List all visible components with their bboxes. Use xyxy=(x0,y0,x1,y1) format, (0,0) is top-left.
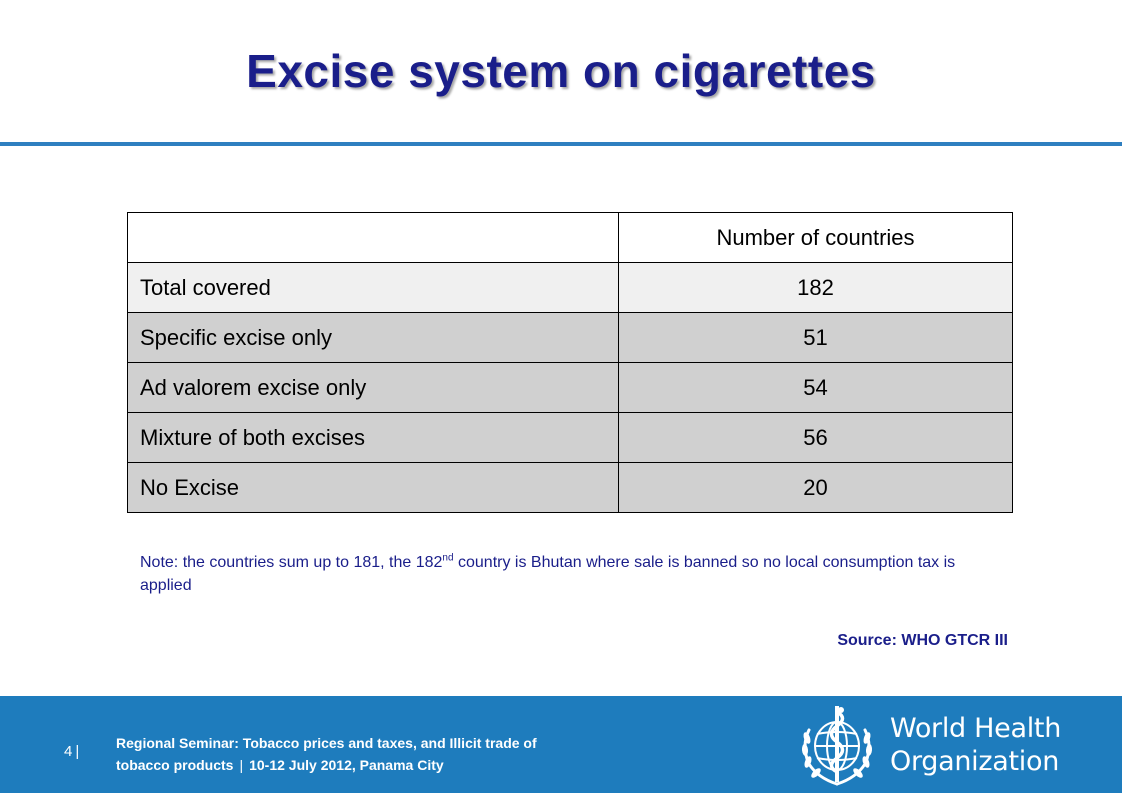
row-label: Ad valorem excise only xyxy=(127,362,619,413)
table-header-blank xyxy=(127,212,619,263)
row-value: 56 xyxy=(618,412,1013,463)
footnote-suffix: country is Bhutan where sale is banned s… xyxy=(140,554,956,594)
table-row: Ad valorem excise only 54 xyxy=(127,362,1013,413)
table-row: Specific excise only 51 xyxy=(127,312,1013,363)
page-number: 4 | xyxy=(64,743,79,760)
table-row: Total covered 182 xyxy=(127,262,1013,313)
excise-table: Number of countries Total covered 182 Sp… xyxy=(127,212,1013,513)
source-citation: Source: WHO GTCR III xyxy=(837,632,1008,649)
row-label: Specific excise only xyxy=(127,312,619,363)
table-row: Mixture of both excises 56 xyxy=(127,412,1013,463)
row-value: 182 xyxy=(618,262,1013,313)
footer-line-1: Regional Seminar: Tobacco prices and tax… xyxy=(116,735,537,751)
who-wordmark-line-2: Organization xyxy=(890,746,1060,777)
row-label: No Excise xyxy=(127,462,619,513)
page-number-value: 4 xyxy=(64,743,73,760)
row-label: Total covered xyxy=(127,262,619,313)
table-header-row: Number of countries xyxy=(127,212,1013,263)
row-label: Mixture of both excises xyxy=(127,412,619,463)
footer-separator: | xyxy=(239,757,244,773)
table-header-count: Number of countries xyxy=(618,212,1013,263)
footer-line-2: tobacco products | 10-12 July 2012, Panama… xyxy=(116,754,537,776)
footnote-superscript: nd xyxy=(442,552,454,564)
who-wordmark-line-1: World Health xyxy=(890,713,1062,744)
footer-line-2-date: 10-12 July 2012, Panama City xyxy=(249,757,444,773)
footnote: Note: the countries sum up to 181, the 1… xyxy=(140,551,960,597)
row-value: 20 xyxy=(618,462,1013,513)
footer-line-2-topic: tobacco products xyxy=(116,757,234,773)
title-divider xyxy=(0,142,1122,146)
table-row: No Excise 20 xyxy=(127,462,1013,513)
page-number-separator: | xyxy=(75,743,80,760)
row-value: 51 xyxy=(618,312,1013,363)
footer-event-text: Regional Seminar: Tobacco prices and tax… xyxy=(116,732,537,776)
who-wordmark: World Health Organization xyxy=(890,712,1061,778)
row-value: 54 xyxy=(618,362,1013,413)
footer-bar: 4 | Regional Seminar: Tobacco prices and … xyxy=(0,696,1122,793)
slide-title: Excise system on cigarettes xyxy=(246,45,876,97)
footnote-prefix: Note: the countries sum up to 181, the 1… xyxy=(140,554,443,571)
who-emblem-icon xyxy=(801,706,873,786)
